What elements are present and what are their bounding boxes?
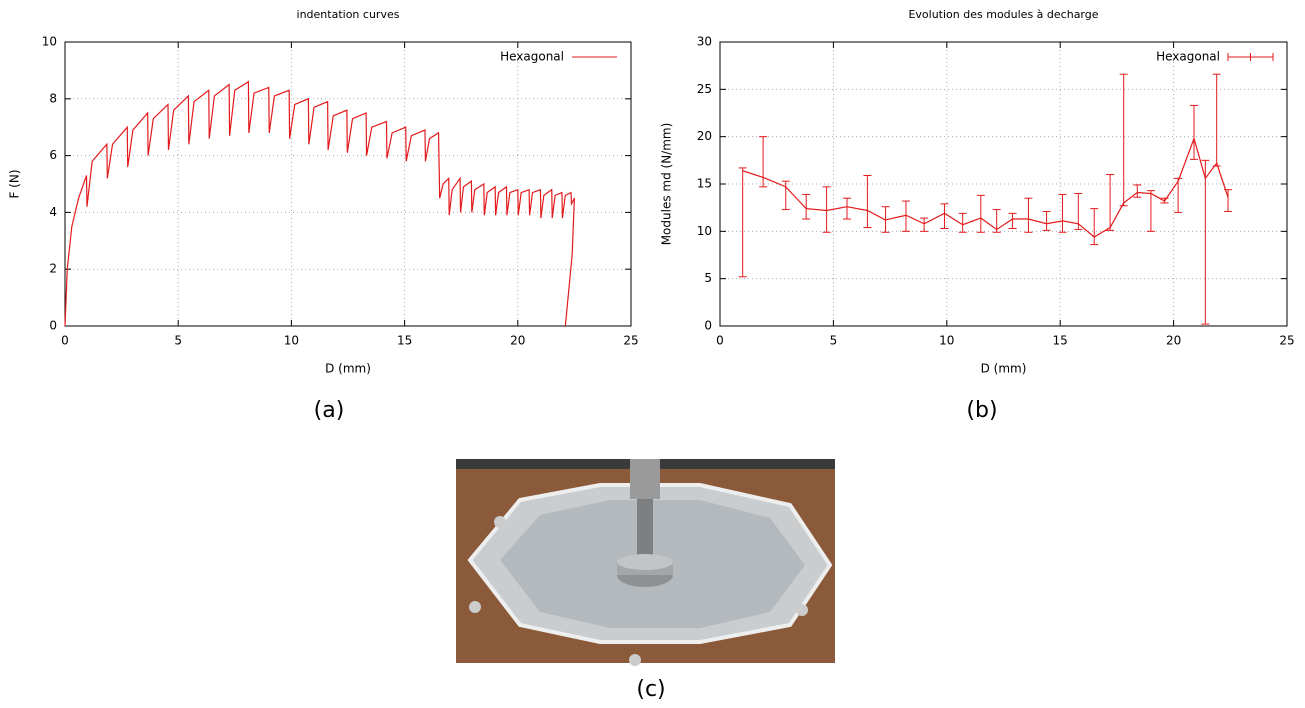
error-bar [940,203,949,229]
error-bar [1190,104,1199,160]
x-tick-label: 25 [623,334,638,348]
y-tick-label: 20 [697,129,712,143]
plot-frame [719,41,1288,327]
y-tick-label: 10 [697,224,712,238]
y-axis-label: Modules md (N/mm) [660,123,674,246]
data-line [742,136,1229,238]
y-tick-label: 8 [49,91,57,105]
error-bar [1090,208,1099,246]
plot-frame [64,41,632,327]
panel-label: (a) [314,398,345,423]
error-bar [822,186,831,233]
x-tick-label: 20 [1166,334,1181,348]
error-bar [1174,177,1183,213]
y-tick-label: 30 [697,35,712,49]
x-tick-label: 15 [397,334,412,348]
error-bar [1133,184,1142,198]
x-tick-label: 25 [1279,334,1294,348]
x-tick-label: 5 [174,334,182,348]
error-bar [920,217,929,232]
x-tick-label: 5 [830,334,838,348]
panel-label: (c) [636,677,665,702]
error-bar [1042,210,1051,231]
error-bar [802,193,811,220]
y-tick-label: 0 [49,319,57,333]
error-bar [1106,174,1115,231]
x-tick-label: 15 [1053,334,1068,348]
y-tick-label: 6 [49,148,57,162]
error-bar [863,174,872,229]
error-bar [1201,159,1210,325]
error-bar [1224,189,1233,212]
panel-label: (b) [966,398,997,423]
y-tick-label: 10 [42,35,57,49]
x-axis-label: D (mm) [325,362,371,376]
x-tick-label: 0 [61,334,69,348]
error-bar [1212,73,1221,167]
error-bar [1146,190,1155,232]
error-bar [1119,73,1128,207]
y-tick-label: 4 [49,205,57,219]
error-bar [843,197,852,220]
error-bar [1058,193,1067,233]
y-tick-label: 2 [49,262,57,276]
y-axis-label: F (N) [8,169,22,198]
error-bar [992,209,1001,233]
error-bar [881,206,890,233]
legend-label: Hexagonal [500,50,564,64]
error-bar [976,194,985,233]
legend-label: Hexagonal [1156,50,1220,64]
chart-title: Evolution des modules à decharge [908,8,1098,21]
y-tick-label: 15 [697,177,712,191]
error-bar [1024,197,1033,233]
error-bar [1008,212,1017,229]
x-tick-label: 10 [284,334,299,348]
data-line [64,80,575,327]
x-tick-label: 20 [510,334,525,348]
error-bar [781,180,790,211]
error-bar [958,212,967,233]
error-bar [1074,192,1083,230]
chart-title: indentation curves [297,8,400,21]
error-bar [901,200,910,232]
error-bar [759,136,768,188]
error-bar [738,167,747,278]
photo [456,459,835,666]
error-bar [1160,197,1169,204]
x-axis-label: D (mm) [981,362,1027,376]
y-tick-label: 0 [704,319,712,333]
y-tick-label: 25 [697,82,712,96]
x-tick-label: 10 [939,334,954,348]
y-tick-label: 5 [704,271,712,285]
x-tick-label: 0 [716,334,724,348]
